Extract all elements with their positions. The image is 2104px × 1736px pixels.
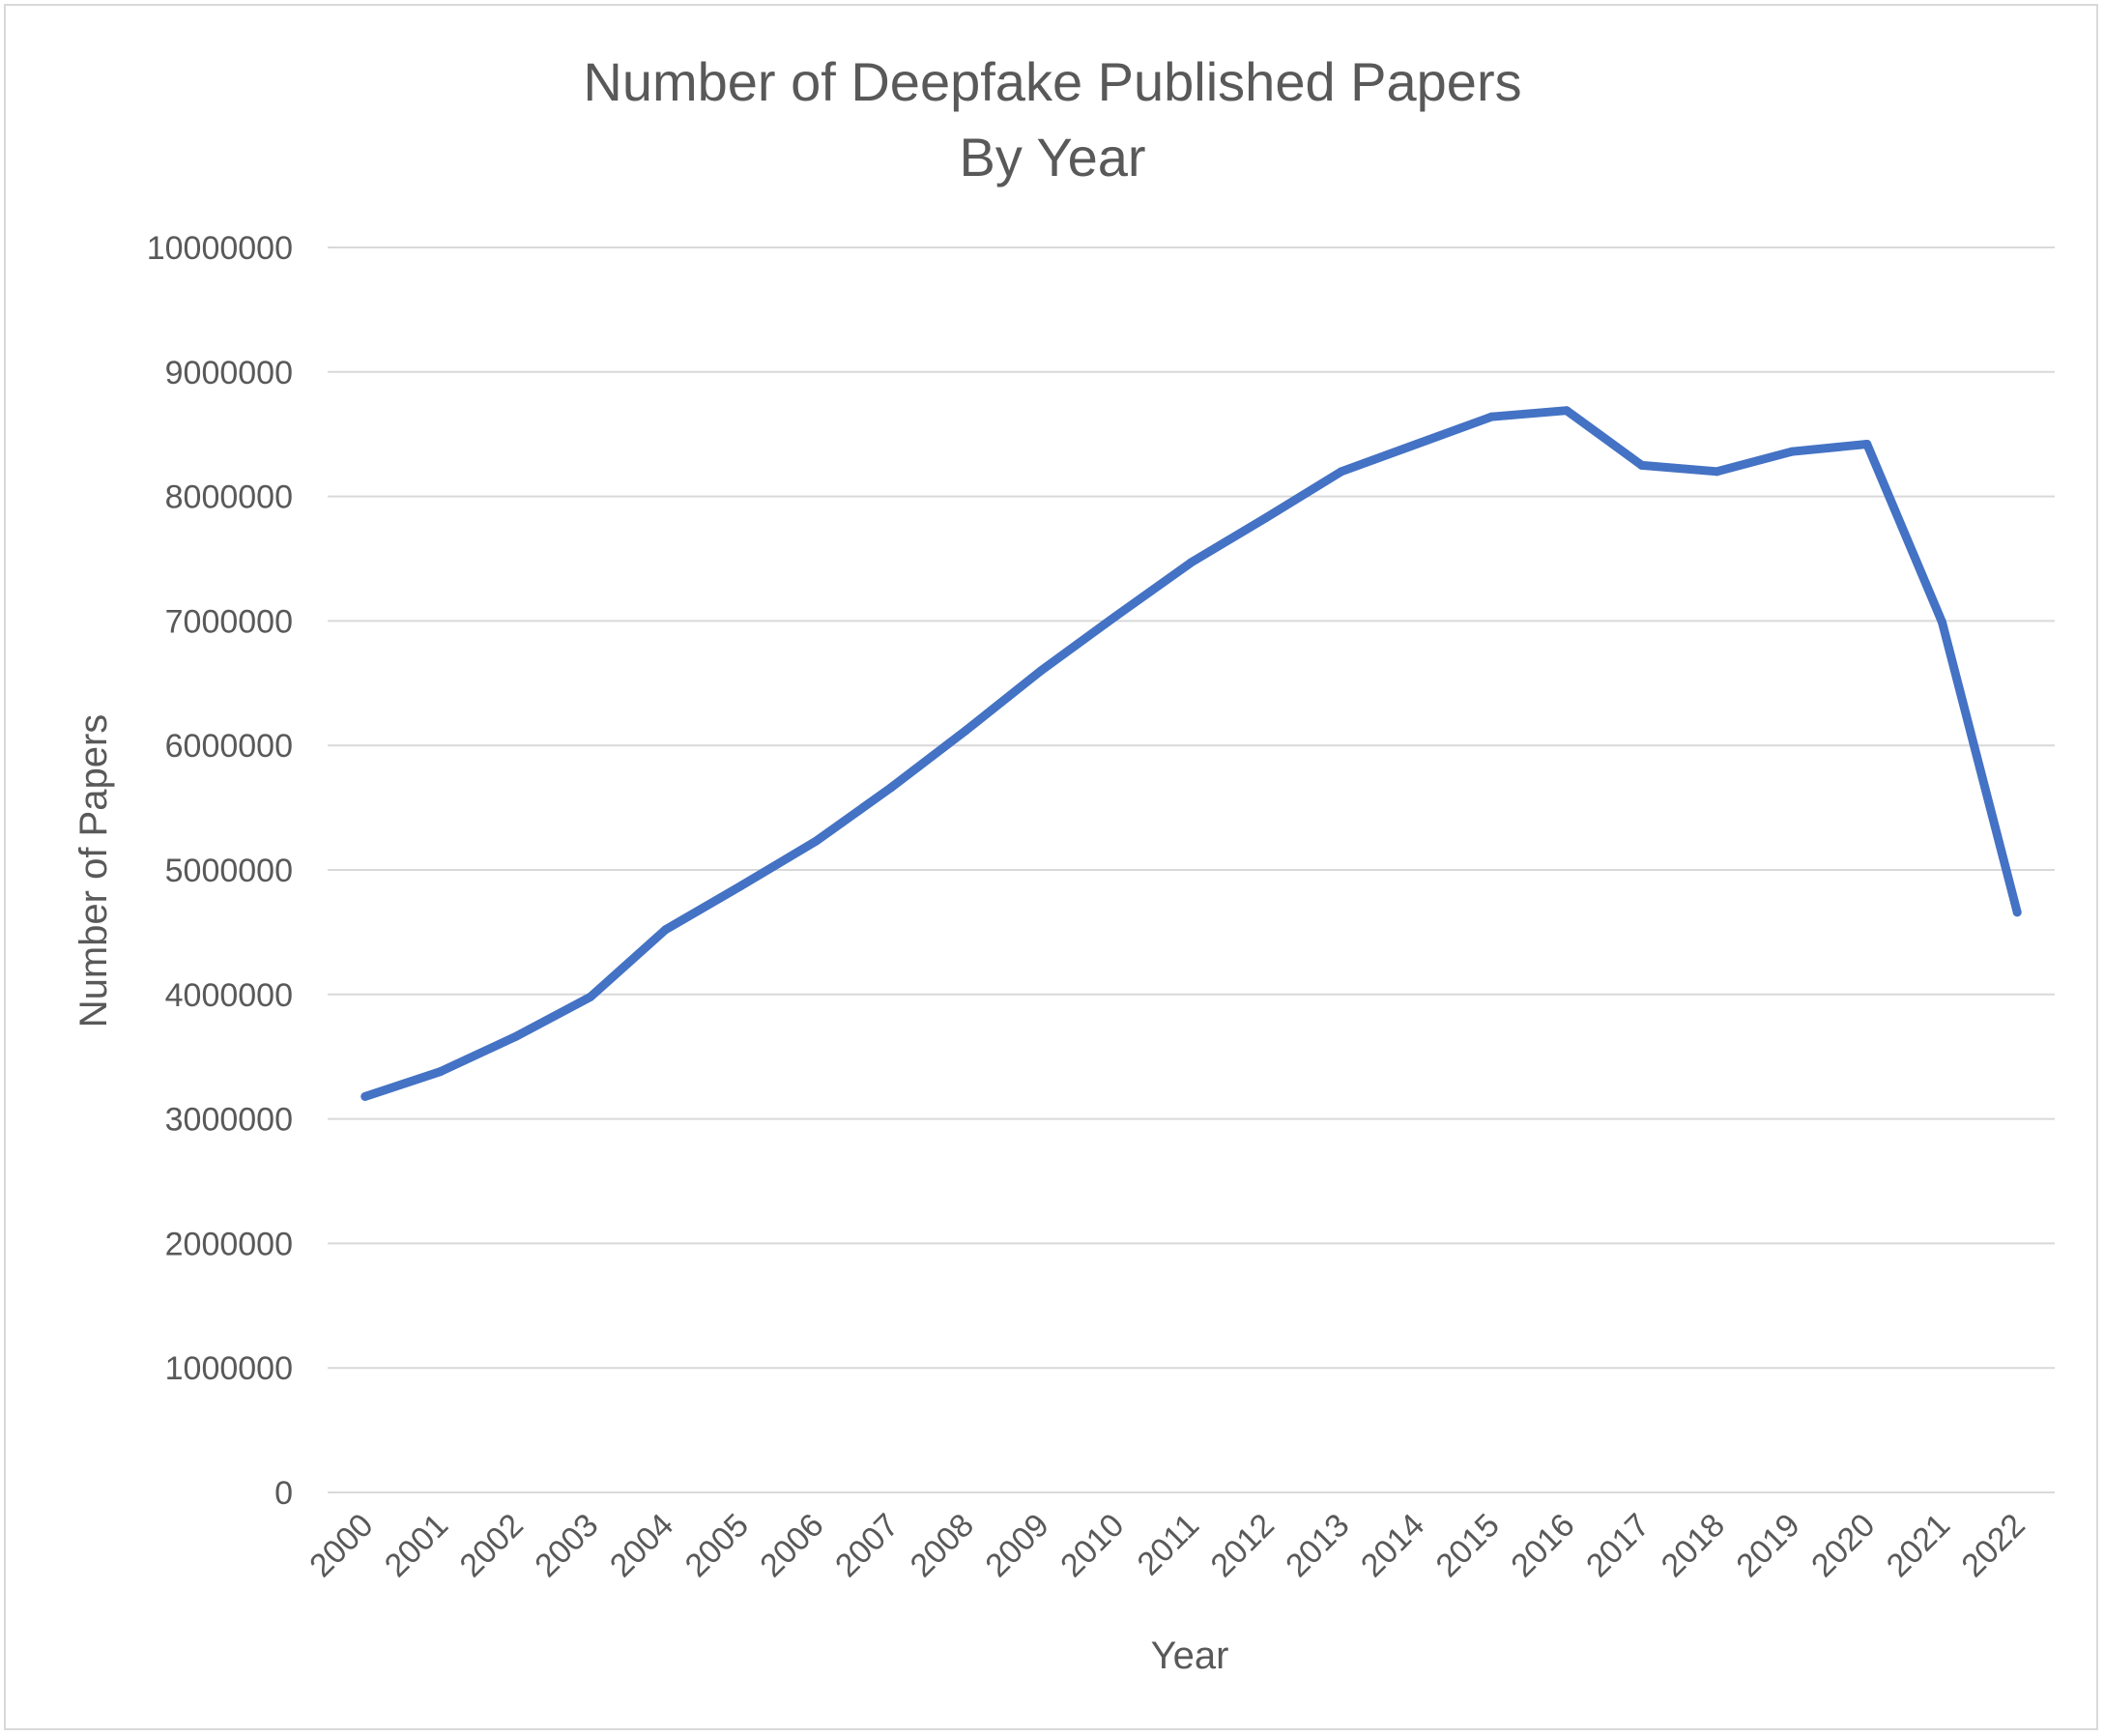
gridlines: [328, 246, 2055, 1493]
x-tick-label: 2014: [1354, 1507, 1431, 1584]
data-point: [1337, 467, 1346, 477]
y-tick-label: 2000000: [165, 1226, 293, 1262]
x-tick-label: 2007: [828, 1507, 906, 1584]
x-tick-label: 2009: [978, 1507, 1055, 1584]
series-layer: [360, 406, 2022, 1101]
data-point: [510, 1032, 520, 1042]
x-tick-label: 2010: [1053, 1507, 1131, 1584]
chart-subtitle: By Year: [959, 127, 1145, 188]
data-point: [1637, 460, 1647, 470]
chart-title: Number of Deepfake Published Papers: [583, 51, 1521, 112]
x-tick-label: 2004: [603, 1507, 680, 1584]
y-tick-label: 10000000: [147, 230, 293, 267]
data-point: [1787, 447, 1797, 456]
data-point: [961, 726, 970, 736]
chart-frame: 0 1000000 2000000 3000000 4000000 5000000 6000…: [4, 4, 2098, 1730]
data-point: [1412, 440, 1422, 449]
x-tick-label: 2015: [1429, 1507, 1507, 1584]
data-point: [586, 992, 595, 1001]
data-point: [886, 783, 896, 793]
y-axis-ticks: 0 1000000 2000000 3000000 4000000 5000000 6000…: [147, 230, 293, 1512]
data-point: [1036, 666, 1046, 676]
x-axis-title: Year: [1151, 1635, 1229, 1677]
x-tick-label: 2021: [1880, 1507, 1957, 1584]
data-point: [360, 1091, 370, 1101]
y-tick-label: 7000000: [165, 603, 293, 640]
y-axis-title: Number of Papers: [72, 714, 115, 1028]
x-tick-label: 2011: [1131, 1507, 1207, 1583]
line-chart: 0 1000000 2000000 3000000 4000000 5000000 6000…: [72, 51, 2055, 1677]
data-point: [1562, 406, 1571, 416]
y-tick-label: 3000000: [165, 1102, 293, 1139]
y-tick-label: 9000000: [165, 355, 293, 391]
x-tick-label: 2019: [1729, 1507, 1806, 1584]
x-tick-label: 2016: [1504, 1507, 1581, 1584]
x-tick-label: 2003: [528, 1507, 605, 1584]
data-point: [1937, 618, 1946, 627]
x-tick-label: 2001: [378, 1507, 455, 1584]
x-tick-label: 2005: [678, 1507, 756, 1584]
x-tick-label: 2022: [1954, 1507, 2032, 1584]
data-point: [735, 882, 745, 891]
y-tick-label: 5000000: [165, 853, 293, 889]
y-tick-label: 1000000: [165, 1350, 293, 1387]
x-tick-label: 2000: [303, 1507, 380, 1584]
y-tick-label: 8000000: [165, 479, 293, 516]
x-tick-label: 2020: [1804, 1507, 1882, 1584]
y-tick-label: 4000000: [165, 977, 293, 1014]
x-tick-label: 2006: [753, 1507, 830, 1584]
data-point: [1712, 467, 1721, 477]
data-point: [811, 836, 821, 846]
data-point: [2012, 908, 2022, 917]
x-tick-label: 2008: [904, 1507, 981, 1584]
data-point: [1111, 611, 1121, 621]
x-axis-ticks: 2000200120022003200420052006200720082009…: [303, 1507, 2032, 1584]
y-tick-label: 6000000: [165, 728, 293, 765]
data-point: [1862, 440, 1872, 449]
data-point: [1261, 512, 1271, 522]
x-tick-label: 2013: [1279, 1507, 1356, 1584]
x-tick-label: 2018: [1655, 1507, 1732, 1584]
x-tick-label: 2002: [453, 1507, 531, 1584]
x-tick-label: 2017: [1579, 1507, 1657, 1584]
data-point: [661, 925, 671, 935]
data-point: [1486, 412, 1496, 421]
x-tick-label: 2012: [1203, 1507, 1281, 1584]
data-point: [436, 1067, 446, 1077]
y-tick-label: 0: [274, 1475, 293, 1512]
data-point: [1187, 558, 1196, 567]
